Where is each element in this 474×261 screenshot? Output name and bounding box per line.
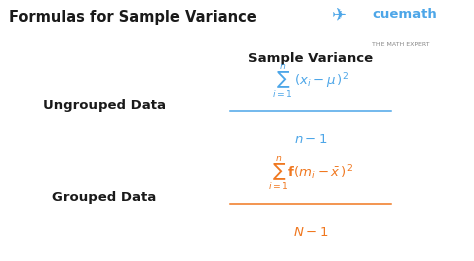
Text: $\sum_{i=1}^{n}\mathbf{f}(m_i - \bar{x}\,)^2$: $\sum_{i=1}^{n}\mathbf{f}(m_i - \bar{x}\… — [268, 155, 353, 193]
Text: Ungrouped Data: Ungrouped Data — [43, 99, 166, 112]
Text: $N - 1$: $N - 1$ — [293, 226, 328, 239]
Text: THE MATH EXPERT: THE MATH EXPERT — [372, 42, 429, 47]
Text: cuemath: cuemath — [372, 8, 437, 21]
Text: Sample Variance: Sample Variance — [248, 52, 373, 65]
Text: ✈: ✈ — [332, 8, 347, 26]
Text: $\sum_{i=1}^{n}\,(x_i - \mu\,)^2$: $\sum_{i=1}^{n}\,(x_i - \mu\,)^2$ — [272, 63, 349, 101]
Text: $n - 1$: $n - 1$ — [293, 133, 328, 146]
Text: Grouped Data: Grouped Data — [52, 191, 156, 204]
Text: Formulas for Sample Variance: Formulas for Sample Variance — [9, 10, 257, 25]
